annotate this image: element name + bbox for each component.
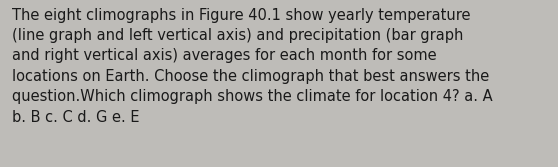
Text: The eight climographs in Figure 40.1 show yearly temperature
(line graph and lef: The eight climographs in Figure 40.1 sho… [12, 8, 493, 125]
